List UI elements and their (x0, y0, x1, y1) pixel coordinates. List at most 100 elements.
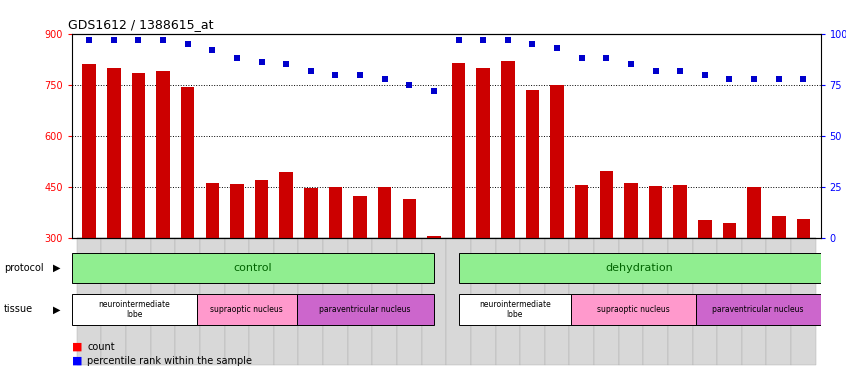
Point (279, 62, 293, 68)
Text: supraoptic nucleus: supraoptic nucleus (211, 305, 283, 314)
Bar (206, 183, 219, 238)
Bar (594, 238, 618, 365)
Bar (575, 185, 589, 238)
Text: ■: ■ (72, 342, 82, 352)
Text: tissue: tissue (4, 304, 33, 314)
Text: dehydration: dehydration (606, 263, 673, 273)
Bar (151, 238, 175, 365)
Bar (550, 85, 564, 238)
Point (181, 41, 195, 47)
Bar (196, 294, 297, 324)
Bar (157, 71, 170, 238)
Point (747, 76, 761, 82)
Bar (230, 184, 244, 238)
Bar (296, 294, 434, 324)
Text: GDS1612 / 1388615_at: GDS1612 / 1388615_at (69, 18, 214, 31)
Bar (742, 238, 766, 365)
Bar (224, 238, 250, 365)
Bar (618, 238, 643, 365)
Bar (772, 216, 786, 238)
Bar (476, 68, 490, 238)
Point (772, 76, 786, 82)
Bar (397, 238, 421, 365)
Bar (72, 294, 196, 324)
Bar (250, 238, 274, 365)
Point (427, 88, 441, 94)
Text: count: count (87, 342, 115, 352)
Bar (354, 195, 367, 238)
Point (797, 76, 810, 82)
Point (649, 68, 662, 74)
Text: ▶: ▶ (53, 304, 61, 314)
Bar (693, 238, 717, 365)
Point (698, 72, 711, 78)
Bar (459, 253, 821, 284)
Bar (255, 180, 268, 238)
Bar (747, 187, 761, 238)
Bar (107, 68, 120, 238)
Bar (102, 238, 126, 365)
Text: neurointermediate
lobe: neurointermediate lobe (479, 300, 551, 319)
Point (673, 68, 687, 74)
Point (354, 72, 367, 78)
Bar (459, 294, 571, 324)
Point (600, 55, 613, 61)
Bar (126, 238, 151, 365)
Bar (668, 238, 693, 365)
Bar (304, 188, 317, 238)
Bar (378, 187, 392, 238)
Bar (279, 172, 293, 238)
Bar (82, 64, 96, 238)
Bar (323, 238, 348, 365)
Bar (797, 219, 810, 238)
Bar (545, 238, 569, 365)
Bar (649, 186, 662, 238)
Point (378, 76, 392, 82)
Bar (695, 294, 821, 324)
Point (255, 59, 268, 65)
Bar (496, 238, 520, 365)
Point (82, 37, 96, 43)
Bar (501, 61, 514, 238)
Text: neurointermediate
lobe: neurointermediate lobe (98, 300, 170, 319)
Bar (525, 90, 539, 238)
Bar (181, 87, 195, 238)
Bar (348, 238, 372, 365)
Bar (717, 238, 742, 365)
Text: ▶: ▶ (53, 263, 61, 273)
Point (452, 37, 465, 43)
Bar (447, 238, 471, 365)
Point (206, 47, 219, 53)
Point (551, 45, 564, 51)
Bar (77, 238, 102, 365)
Bar (766, 238, 791, 365)
Text: protocol: protocol (4, 263, 44, 273)
Point (575, 55, 589, 61)
Bar (200, 238, 224, 365)
Bar (569, 238, 594, 365)
Point (624, 62, 638, 68)
Bar (299, 238, 323, 365)
Point (501, 37, 514, 43)
Point (132, 37, 146, 43)
Bar (274, 238, 299, 365)
Point (304, 68, 317, 74)
Bar (520, 238, 545, 365)
Bar (600, 171, 613, 238)
Bar (175, 238, 200, 365)
Text: ■: ■ (72, 356, 82, 366)
Point (328, 72, 342, 78)
Bar (403, 199, 416, 238)
Point (157, 37, 170, 43)
Bar (132, 73, 146, 238)
Bar (421, 238, 447, 365)
Point (476, 37, 490, 43)
Bar (791, 238, 816, 365)
Bar (372, 238, 397, 365)
Text: supraoptic nucleus: supraoptic nucleus (597, 305, 670, 314)
Bar (452, 63, 465, 238)
Bar (471, 238, 496, 365)
Text: control: control (233, 263, 272, 273)
Text: paraventricular nucleus: paraventricular nucleus (712, 305, 804, 314)
Point (403, 82, 416, 88)
